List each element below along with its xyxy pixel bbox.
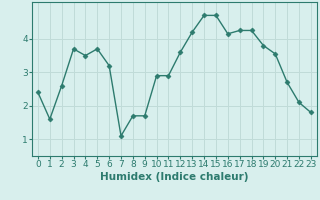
X-axis label: Humidex (Indice chaleur): Humidex (Indice chaleur): [100, 172, 249, 182]
